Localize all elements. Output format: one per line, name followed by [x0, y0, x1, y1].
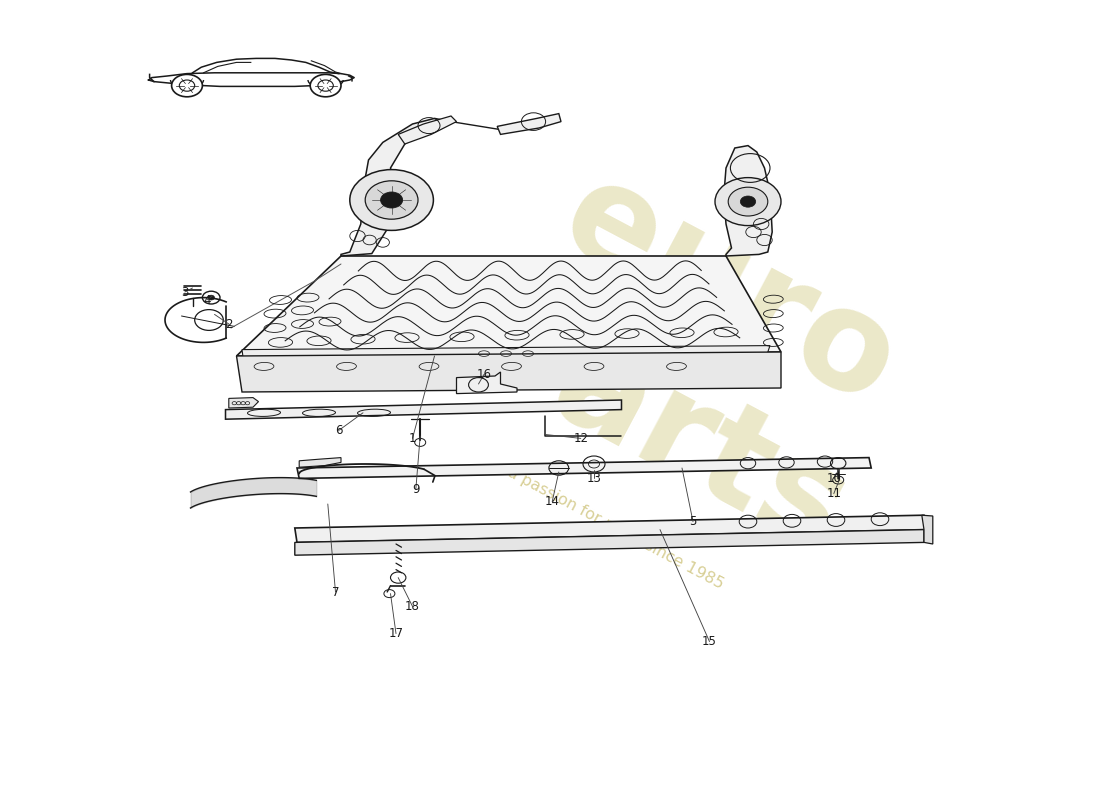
Polygon shape [456, 372, 517, 394]
Polygon shape [398, 116, 456, 144]
Text: 11: 11 [826, 487, 842, 500]
Text: 13: 13 [586, 472, 602, 485]
Text: 3: 3 [182, 286, 188, 298]
Text: 14: 14 [544, 495, 560, 508]
Polygon shape [242, 346, 770, 366]
Circle shape [208, 295, 214, 300]
Text: euro
Parts: euro Parts [444, 135, 942, 585]
Text: 4: 4 [204, 294, 210, 306]
Circle shape [740, 196, 756, 207]
Text: 15: 15 [702, 635, 717, 648]
Text: 9: 9 [412, 483, 419, 496]
Text: 7: 7 [332, 586, 339, 598]
Text: 1: 1 [409, 432, 416, 445]
Polygon shape [724, 146, 772, 256]
Circle shape [365, 181, 418, 219]
Polygon shape [236, 256, 781, 356]
Text: 18: 18 [405, 600, 420, 613]
Circle shape [728, 187, 768, 216]
Polygon shape [236, 352, 781, 392]
Text: 6: 6 [336, 424, 342, 437]
Circle shape [350, 170, 433, 230]
Polygon shape [295, 530, 924, 555]
Circle shape [172, 74, 202, 97]
Circle shape [381, 192, 403, 208]
Circle shape [715, 178, 781, 226]
Polygon shape [295, 515, 926, 542]
Polygon shape [297, 458, 871, 478]
Text: 17: 17 [388, 627, 404, 640]
Polygon shape [226, 400, 622, 419]
Circle shape [310, 74, 341, 97]
Text: 2: 2 [226, 318, 232, 330]
Text: a passion for parts since 1985: a passion for parts since 1985 [505, 465, 727, 591]
Polygon shape [229, 398, 258, 408]
Text: 5: 5 [690, 515, 696, 528]
Polygon shape [299, 458, 341, 467]
Polygon shape [922, 515, 933, 544]
Text: 16: 16 [476, 368, 492, 381]
Polygon shape [341, 118, 451, 256]
Polygon shape [497, 114, 561, 134]
Text: 12: 12 [573, 432, 588, 445]
Text: 10: 10 [826, 472, 842, 485]
